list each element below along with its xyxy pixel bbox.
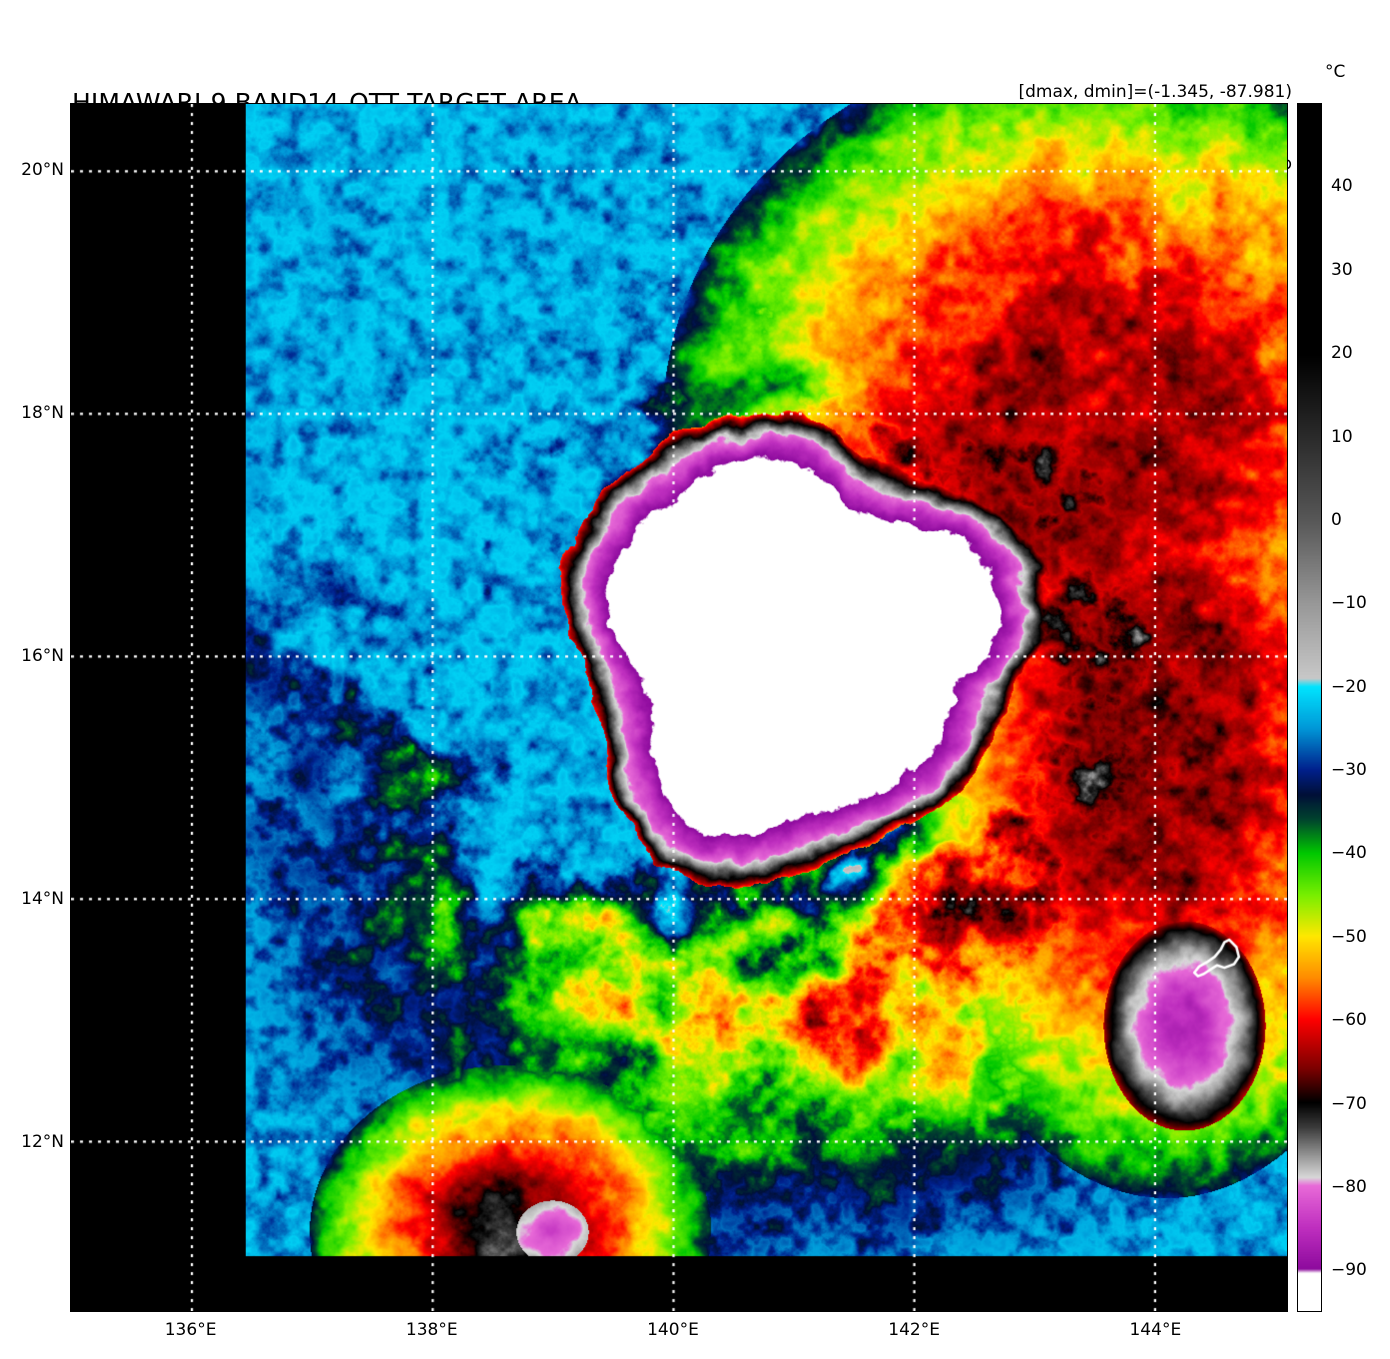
colorbar-tick-label: 40: [1331, 176, 1353, 197]
colorbar-tick-label: 10: [1331, 426, 1353, 447]
colorbar: [1297, 103, 1322, 1312]
colorbar-tick-label: −90: [1331, 1260, 1367, 1281]
satellite-image-plot: Copyright © 2020-2024 Dapiya: [70, 103, 1288, 1312]
y-axis-tick-label: 12°N: [21, 1131, 64, 1152]
x-axis-tick-label: 142°E: [888, 1320, 941, 1340]
x-axis-tick-label: 140°E: [647, 1320, 699, 1340]
y-axis-tick-label: 18°N: [21, 402, 64, 423]
x-axis-tick-label: 138°E: [405, 1320, 458, 1340]
x-axis-tick-label: 144°E: [1129, 1320, 1182, 1340]
colorbar-tick-label: −40: [1331, 843, 1367, 864]
colorbar-tick-label: −10: [1331, 593, 1367, 614]
colorbar-tick-label: −50: [1331, 926, 1367, 947]
dminmax-label: [dmax, dmin]=(-1.345, -87.981): [1018, 82, 1293, 102]
infrared-satellite-heatmap: [71, 104, 1287, 1311]
y-axis-tick-label: 16°N: [21, 645, 64, 666]
colorbar-tick-label: −60: [1331, 1010, 1367, 1031]
y-axis-tick-label: 14°N: [21, 888, 64, 909]
colorbar-tick-label: −30: [1331, 760, 1367, 781]
colorbar-tick-label: 30: [1331, 259, 1353, 280]
colorbar-tick-label: −80: [1331, 1176, 1367, 1197]
page-title: HIMAWARI-9 BAND14-OTT TARGET AREA: [72, 86, 582, 119]
colorbar-tick-label: 20: [1331, 343, 1353, 364]
colorbar-unit-label: °C: [1325, 62, 1346, 82]
colorbar-tick-label: 0: [1331, 509, 1342, 530]
y-axis-tick-label: 20°N: [21, 159, 64, 180]
x-axis-tick-label: 136°E: [164, 1320, 217, 1340]
colorbar-gradient: [1298, 104, 1321, 1311]
colorbar-tick-label: −20: [1331, 676, 1367, 697]
colorbar-tick-label: −70: [1331, 1093, 1367, 1114]
